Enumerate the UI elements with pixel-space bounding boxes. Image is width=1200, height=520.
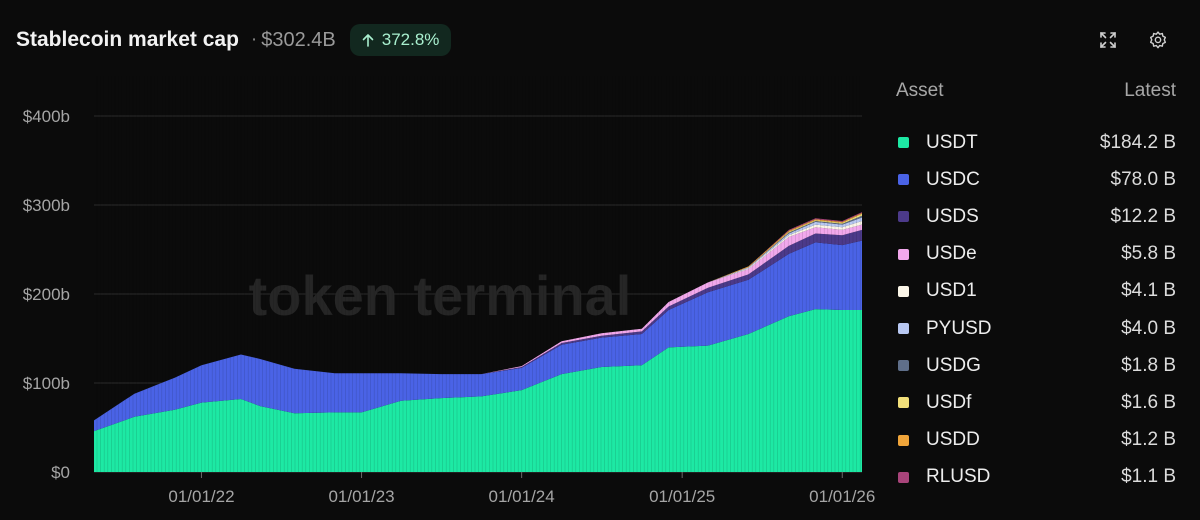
legend-asset-name: RLUSD [926, 466, 991, 488]
legend-latest-value: $1.1 B [1121, 466, 1176, 488]
latest-column-header: Latest [1124, 80, 1176, 101]
chart-toolbar [1096, 28, 1170, 52]
legend-item-pyusd[interactable]: PYUSD $4.0 B [896, 310, 1176, 347]
chart-area: token terminal $0 $100b $200b $300b $400b 01… [0, 70, 880, 520]
legend-latest-value: $1.2 B [1121, 429, 1176, 451]
legend-header: Asset Latest [896, 80, 1176, 102]
x-tick-label: 01/01/22 [168, 487, 234, 506]
legend-asset-name: PYUSD [926, 317, 992, 339]
legend-latest-value: $184.2 B [1099, 131, 1176, 153]
legend-item-usdt[interactable]: USDT $184.2 B [896, 124, 1176, 161]
legend-item-usdf[interactable]: USDf $1.6 B [896, 384, 1176, 421]
legend-asset-name: USDD [926, 429, 980, 451]
legend-item-usdc[interactable]: USDC $78.0 B [896, 161, 1176, 198]
legend-item-usdd[interactable]: USDD $1.2 B [896, 422, 1176, 459]
legend-swatch [898, 397, 909, 409]
legend-swatch [898, 323, 909, 335]
change-percent: 372.8% [381, 30, 440, 49]
title-separator: · [250, 29, 258, 50]
legend-latest-value: $4.1 B [1121, 280, 1176, 302]
stacked-area-chart[interactable]: token terminal $0 $100b $200b $300b $400b 01… [0, 70, 880, 520]
legend-asset-name: USDf [926, 391, 972, 413]
legend-asset-name: USD1 [926, 280, 977, 302]
legend-asset-name: USDT [926, 131, 978, 153]
legend-latest-value: $4.0 B [1121, 317, 1176, 339]
legend-asset-name: USDC [926, 168, 980, 190]
legend-item-usds[interactable]: USDS $12.2 B [896, 198, 1176, 235]
change-badge: 372.8% [349, 24, 452, 56]
legend-item-usde[interactable]: USDe $5.8 B [896, 236, 1176, 273]
legend-latest-value: $5.8 B [1121, 243, 1176, 265]
legend-item-rlusd[interactable]: RLUSD $1.1 B [896, 459, 1176, 496]
y-tick-label: $300b [23, 196, 70, 215]
chart-header: Stablecoin market cap · $302.4B 372.8% [16, 22, 1170, 58]
x-tick-label: 01/01/25 [649, 487, 715, 506]
legend-swatch [898, 174, 909, 186]
legend-latest-value: $78.0 B [1110, 168, 1177, 190]
legend-swatch [898, 211, 909, 223]
y-tick-label: $200b [23, 285, 70, 304]
legend-swatch [898, 360, 909, 372]
y-tick-label: $100b [23, 374, 70, 393]
settings-button[interactable] [1146, 28, 1170, 52]
expand-icon [1100, 32, 1116, 48]
total-value: $302.4B [261, 28, 336, 51]
area-series-usds[interactable] [94, 229, 862, 421]
watermark: token terminal [249, 264, 632, 327]
gear-icon [1149, 31, 1167, 49]
legend-swatch [898, 248, 909, 260]
area-series-usde[interactable] [94, 224, 862, 421]
legend-asset-name: USDS [926, 205, 979, 227]
arrow-up-icon [362, 34, 374, 47]
legend-swatch [898, 471, 909, 483]
bar-texture [96, 76, 861, 472]
legend-swatch [898, 137, 909, 149]
y-tick-label: $0 [51, 463, 70, 482]
legend-latest-value: $1.8 B [1121, 354, 1176, 376]
area-series-pyusd[interactable] [94, 217, 862, 421]
legend-table: Asset Latest USDT $184.2 B USDC $78.0 B USDS… [896, 80, 1176, 496]
legend-latest-value: $1.6 B [1121, 391, 1176, 413]
asset-column-header: Asset [896, 80, 944, 101]
expand-button[interactable] [1096, 28, 1120, 52]
legend-item-usd1[interactable]: USD1 $4.1 B [896, 273, 1176, 310]
legend-rows: USDT $184.2 B USDC $78.0 B USDS $12.2 B USDe $5… [896, 124, 1176, 496]
legend-item-usdg[interactable]: USDG $1.8 B [896, 347, 1176, 384]
y-tick-label: $400b [23, 107, 70, 126]
x-tick-label: 01/01/26 [809, 487, 875, 506]
area-series-usdc[interactable] [94, 240, 862, 432]
legend-asset-name: USDG [926, 354, 981, 376]
legend-swatch [898, 434, 909, 446]
legend-swatch [898, 285, 909, 297]
x-tick-label: 01/01/23 [328, 487, 394, 506]
area-series-usdt[interactable] [94, 309, 862, 472]
x-tick-label: 01/01/24 [489, 487, 555, 506]
legend-asset-name: USDe [926, 243, 977, 265]
legend-latest-value: $12.2 B [1110, 205, 1177, 227]
area-series-usdg[interactable] [94, 215, 862, 421]
chart-title: Stablecoin market cap [16, 28, 239, 51]
